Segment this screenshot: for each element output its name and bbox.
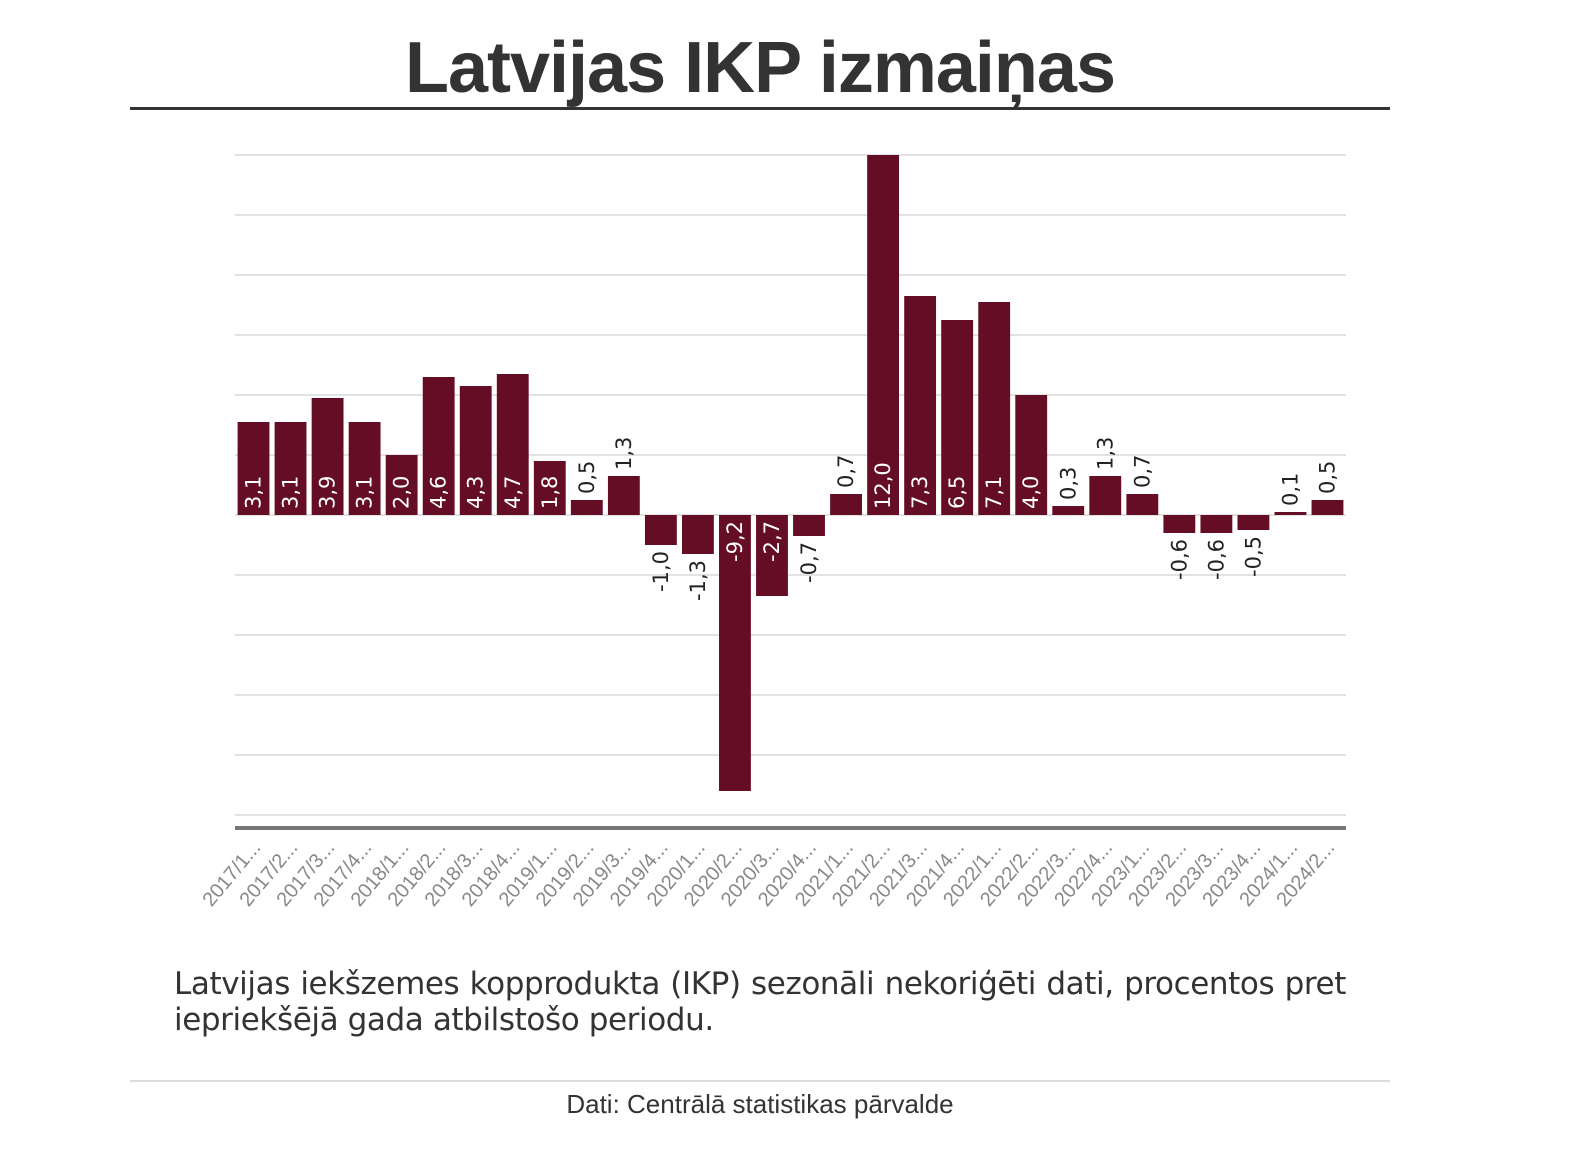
- data-label: 4,6: [427, 476, 451, 509]
- bar: [348, 422, 381, 515]
- bar: [1311, 500, 1344, 515]
- footer-divider: [130, 1080, 1390, 1082]
- data-label: 4,0: [1019, 476, 1043, 509]
- bar: [681, 515, 714, 554]
- data-label: -1,3: [686, 560, 710, 601]
- data-label: 0,1: [1278, 473, 1302, 506]
- data-label: 6,5: [945, 476, 969, 509]
- bar: [941, 320, 974, 515]
- data-label: 0,5: [575, 461, 599, 494]
- data-label: 12,0: [871, 462, 895, 509]
- data-label: -0,5: [1241, 536, 1265, 577]
- bar: [830, 494, 862, 515]
- data-label: 3,1: [279, 476, 303, 509]
- bar: [644, 515, 677, 545]
- bar: [607, 476, 640, 515]
- bar: [867, 155, 900, 515]
- data-label: -1,0: [649, 551, 673, 592]
- bar: [978, 302, 1011, 515]
- bar: [385, 455, 418, 515]
- bar: [1015, 395, 1048, 515]
- data-label: 0,7: [834, 455, 858, 488]
- bar: [496, 374, 529, 515]
- bar: [1163, 515, 1196, 533]
- chart-title: Latvijas IKP izmaiņas: [404, 28, 1116, 108]
- data-labels: 3,1 3,1 3,9 3,1 2,0 4,6 4,3 4,7 1,8 0,5 1,3 -1,0 -1,…: [242, 437, 1340, 601]
- data-label: 2,0: [390, 476, 414, 509]
- data-label: 3,1: [242, 476, 266, 509]
- bar: [311, 398, 344, 515]
- bar: [756, 515, 788, 596]
- data-label: 1,3: [612, 437, 636, 470]
- bar: [570, 500, 603, 515]
- data-label: 0,3: [1056, 467, 1080, 500]
- bars: [237, 155, 1344, 791]
- data-label: 1,3: [1093, 437, 1117, 470]
- title-underline: [130, 107, 1390, 110]
- data-label: -0,6: [1204, 539, 1228, 580]
- data-label: 3,9: [316, 476, 340, 509]
- data-label: 7,3: [908, 476, 932, 509]
- bar: [533, 461, 566, 515]
- chart-caption: Latvijas iekšzemes kopprodukta (IKP) sez…: [174, 966, 1346, 1038]
- bar: [1237, 515, 1270, 530]
- data-label: 4,3: [464, 476, 488, 509]
- bar: [719, 515, 751, 791]
- bar: [1200, 515, 1233, 533]
- bar: [904, 296, 937, 515]
- data-label: 7,1: [982, 476, 1006, 509]
- bar: [1089, 476, 1122, 515]
- data-label: 3,1: [353, 476, 377, 509]
- bar: [237, 422, 270, 515]
- bar: [274, 422, 307, 515]
- bar: [1052, 506, 1085, 515]
- gdp-bar-chart: 3,1 3,1 3,9 3,1 2,0 4,6 4,3 4,7 1,8 0,5 1,3 -1,0 -1,…: [198, 154, 1346, 911]
- data-label: 0,7: [1130, 455, 1154, 488]
- x-tick-labels: 2017/1...2017/2...2017/3...2017/4...2018…: [198, 837, 1339, 911]
- bar: [1126, 494, 1159, 515]
- data-label: -0,7: [797, 542, 821, 583]
- data-source: Dati: Centrālā statistikas pārvalde: [566, 1089, 954, 1119]
- data-label: -0,6: [1167, 539, 1191, 580]
- data-label: 4,7: [501, 476, 525, 509]
- data-label: 0,5: [1315, 461, 1339, 494]
- bar: [793, 515, 825, 536]
- bar: [459, 386, 492, 515]
- bar: [1274, 512, 1307, 515]
- data-label: -2,7: [760, 521, 784, 562]
- gridlines: [235, 154, 1346, 816]
- data-label: -9,2: [723, 521, 747, 562]
- data-label: 1,8: [538, 476, 562, 509]
- bar: [422, 377, 455, 515]
